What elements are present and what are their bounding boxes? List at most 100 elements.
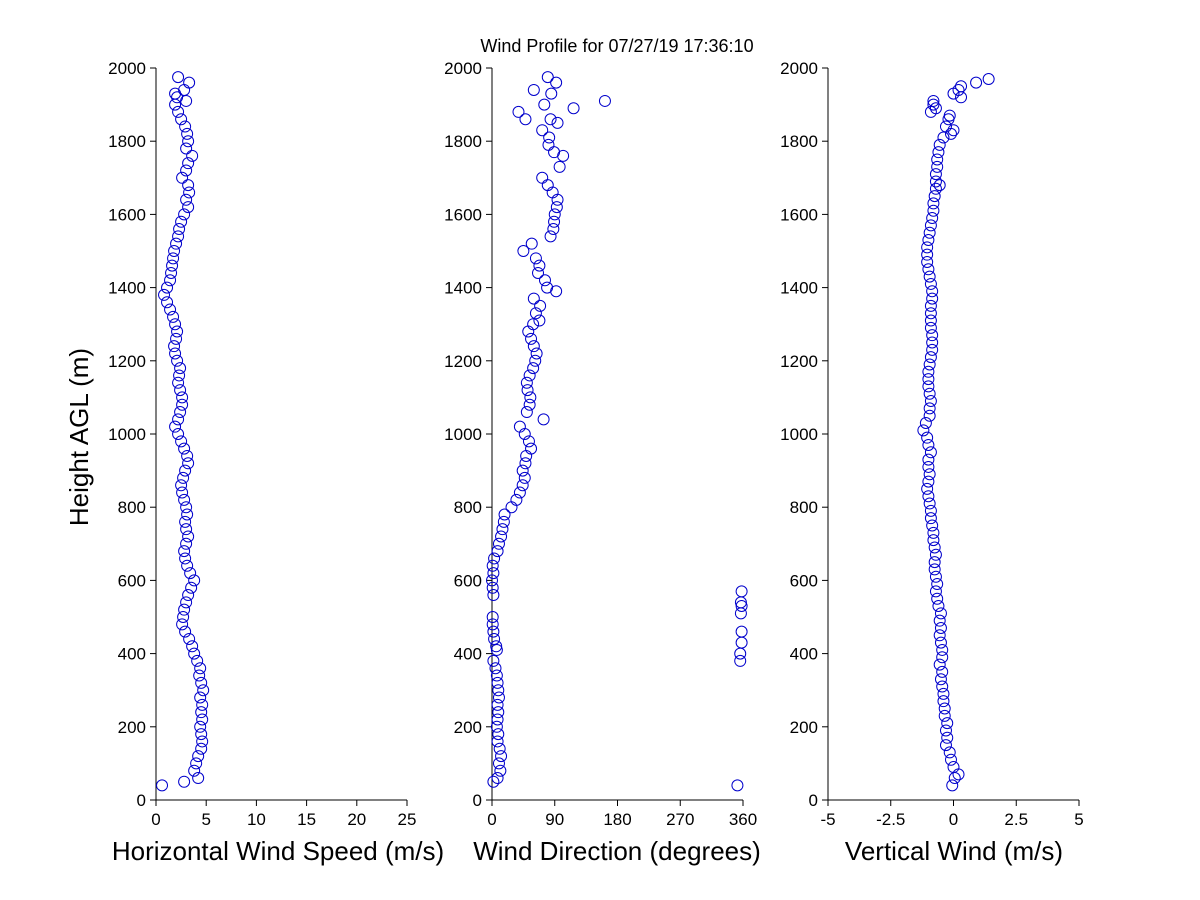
speed-data-point — [176, 391, 189, 404]
direction-data-point — [734, 654, 747, 667]
vertical-data-point — [923, 468, 936, 481]
vertical-data-point — [938, 702, 951, 715]
speed-y-tick-label: 1600 — [108, 205, 146, 224]
speed-data-point — [195, 728, 208, 741]
vertical-data-point — [929, 570, 942, 583]
speed-data-point — [165, 266, 178, 279]
direction-data-point — [543, 131, 556, 144]
vertical-data-point — [924, 277, 937, 290]
speed-data-point — [173, 223, 186, 236]
vertical-data-point — [933, 614, 946, 627]
vertical-data-point — [938, 709, 951, 722]
direction-data-point — [487, 567, 500, 580]
speed-data-point — [167, 252, 180, 265]
vertical-x-tick-label: 0 — [949, 810, 958, 829]
speed-data-point — [175, 113, 188, 126]
speed-data-point — [168, 245, 181, 257]
speed-x-tick-label: 0 — [151, 810, 160, 829]
vertical-y-tick-label: 1800 — [780, 132, 818, 151]
direction-data-point — [544, 230, 557, 243]
direction-data-point — [495, 750, 508, 763]
wind-direction-axis-title: Wind Direction (degrees) — [473, 836, 761, 866]
speed-data-point — [182, 589, 195, 602]
direction-data-point — [486, 581, 499, 594]
vertical-data-point — [933, 629, 946, 642]
vertical-data-point — [931, 592, 944, 605]
vertical-data-point — [917, 424, 930, 437]
speed-data-point — [168, 340, 181, 353]
speed-data-point — [181, 127, 194, 140]
vertical-data-point — [928, 190, 941, 203]
vertical-data-point — [922, 475, 935, 488]
speed-data-point — [195, 742, 208, 755]
speed-data-point — [180, 142, 193, 155]
speed-data-point — [197, 684, 210, 697]
vertical-data-point — [927, 98, 940, 111]
direction-data-point — [516, 479, 529, 492]
vertical-data-point — [927, 94, 940, 107]
speed-data-point — [188, 574, 201, 587]
vertical-data-point — [931, 578, 944, 591]
speed-data-point — [158, 288, 171, 301]
direction-data-point — [495, 530, 508, 543]
direction-y-tick-label: 200 — [454, 718, 482, 737]
speed-data-point — [171, 354, 184, 367]
speed-data-point — [181, 559, 194, 572]
direction-data-point — [541, 281, 554, 294]
speed-data-point — [178, 775, 191, 788]
direction-data-point — [510, 493, 523, 506]
vertical-data-point — [924, 512, 937, 525]
direction-data-point — [487, 589, 500, 602]
vertical-data-point — [923, 409, 936, 422]
speed-data-point — [175, 435, 188, 448]
direction-data-point — [486, 574, 498, 587]
vertical-data-point — [931, 160, 944, 173]
vertical-data-point — [970, 76, 983, 89]
direction-data-point — [527, 340, 540, 353]
speed-data-point — [180, 164, 193, 177]
direction-y-tick-label: 400 — [454, 645, 482, 664]
vertical-data-point — [927, 197, 940, 210]
direction-data-point — [491, 676, 504, 689]
speed-data-point — [178, 208, 191, 221]
direction-data-point — [524, 391, 537, 404]
direction-data-point — [523, 369, 536, 382]
vertical-data-point — [924, 307, 937, 320]
vertical-data-point — [932, 146, 945, 159]
speed-data-point — [169, 318, 182, 331]
vertical-data-point — [924, 321, 937, 334]
speed-data-point — [179, 625, 192, 638]
speed-data-point — [172, 230, 185, 243]
vertical-data-point — [936, 643, 949, 656]
vertical-data-point — [928, 556, 941, 569]
direction-data-point — [548, 215, 561, 228]
speed-data-point — [178, 493, 191, 506]
vertical-data-point — [934, 607, 947, 620]
direction-data-point — [492, 706, 505, 719]
vertical-data-point — [933, 179, 946, 192]
speed-data-point — [194, 691, 207, 704]
direction-data-point — [496, 523, 509, 536]
vertical-data-point — [933, 138, 946, 151]
direction-data-point — [537, 413, 550, 426]
direction-data-point — [519, 457, 532, 470]
speed-data-point — [177, 471, 190, 484]
direction-data-point — [486, 618, 499, 631]
vertical-x-tick-label: -2.5 — [876, 810, 905, 829]
vertical-wind-panel: 0 200 400 600 800 1000 1200 1400 1600 1800 2000 -5 -… — [780, 59, 1084, 829]
direction-data-point — [521, 384, 534, 397]
vertical-data-point — [919, 417, 932, 430]
direction-data-point — [498, 508, 511, 521]
direction-data-point — [598, 94, 611, 107]
speed-data-point — [182, 135, 195, 148]
speed-data-point — [184, 567, 197, 580]
vertical-data-point — [926, 285, 939, 298]
horizontal-wind-speed-panel: 0 200 400 600 800 1000 1200 1400 1600 1800 2000 0 5 1… — [108, 59, 416, 829]
vertical-data-point — [946, 779, 959, 792]
direction-data-point — [547, 223, 560, 236]
vertical-x-tick-label: 5 — [1074, 810, 1083, 829]
vertical-data-point — [921, 431, 934, 444]
vertical-data-point — [947, 761, 960, 774]
vertical-data-point — [936, 665, 949, 678]
vertical-data-point — [926, 343, 939, 356]
